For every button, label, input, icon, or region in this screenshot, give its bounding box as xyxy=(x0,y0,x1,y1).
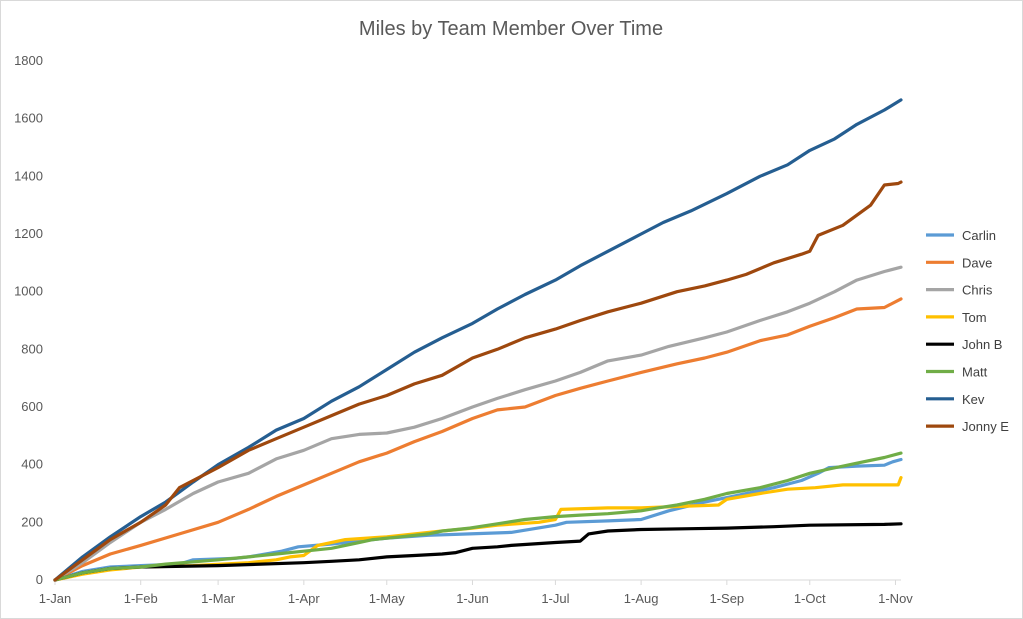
x-tick-label: 1-May xyxy=(369,591,406,606)
legend-label-kev: Kev xyxy=(962,392,985,407)
y-tick-label: 0 xyxy=(36,572,43,587)
chart-title: Miles by Team Member Over Time xyxy=(359,18,663,40)
y-tick-label: 800 xyxy=(21,341,43,356)
y-tick-label: 1600 xyxy=(14,111,43,126)
x-tick-label: 1-Apr xyxy=(288,591,320,606)
y-tick-label: 400 xyxy=(21,457,43,472)
x-tick-label: 1-Oct xyxy=(794,591,826,606)
x-tick-label: 1-Jul xyxy=(541,591,569,606)
legend-label-carlin: Carlin xyxy=(962,228,996,243)
legend-label-john-b: John B xyxy=(962,337,1002,352)
y-axis: 0 200 400 600 800 1000 1200 1400 1600 1800 xyxy=(14,53,43,587)
y-tick-label: 600 xyxy=(21,399,43,414)
series-line-jonny-e xyxy=(53,180,903,582)
x-tick-label: 1-Mar xyxy=(201,591,236,606)
x-tick-label: 1-Jan xyxy=(39,591,72,606)
series-line-carlin xyxy=(53,457,903,582)
series-line-matt xyxy=(53,451,903,582)
x-tick-label: 1-Sep xyxy=(709,591,744,606)
legend-label-chris: Chris xyxy=(962,283,993,298)
series-line-john-b xyxy=(53,522,903,582)
legend-label-dave: Dave xyxy=(962,255,992,270)
y-tick-label: 200 xyxy=(21,514,43,529)
series-lines xyxy=(53,98,903,582)
y-tick-label: 1400 xyxy=(14,168,43,183)
series-line-tom xyxy=(53,476,903,582)
x-tick-label: 1-Jun xyxy=(456,591,489,606)
y-tick-label: 1000 xyxy=(14,284,43,299)
legend-label-matt: Matt xyxy=(962,365,988,380)
x-axis: 1-Jan 1-Feb 1-Mar 1-Apr 1-May 1-Jun 1-Jul 1-Aug… xyxy=(39,579,913,606)
series-line-chris xyxy=(53,265,903,582)
x-tick-label: 1-Nov xyxy=(878,591,913,606)
x-tick-label: 1-Aug xyxy=(624,591,659,606)
x-tick-label: 1-Feb xyxy=(124,591,158,606)
y-tick-label: 1800 xyxy=(14,53,43,68)
series-line-kev xyxy=(53,98,903,582)
series-line-dave xyxy=(53,297,903,582)
legend: Carlin Dave Chris Tom John B Matt Kev Jonny E xyxy=(926,228,1009,434)
y-tick-label: 1200 xyxy=(14,226,43,241)
legend-label-jonny-e: Jonny E xyxy=(962,419,1009,434)
legend-label-tom: Tom xyxy=(962,310,987,325)
